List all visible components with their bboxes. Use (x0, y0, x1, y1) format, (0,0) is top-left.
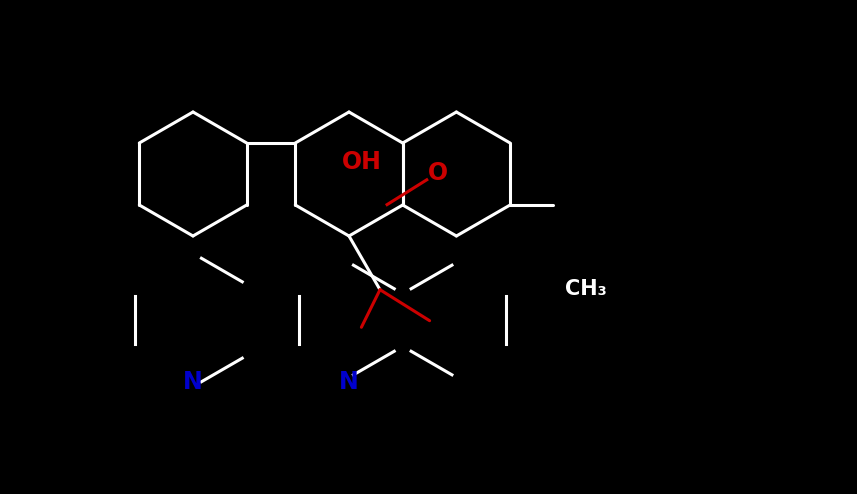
Text: OH: OH (341, 150, 381, 174)
Text: CH₃: CH₃ (566, 279, 608, 299)
Text: N: N (183, 370, 203, 394)
Text: N: N (339, 370, 359, 394)
Text: O: O (428, 162, 447, 185)
